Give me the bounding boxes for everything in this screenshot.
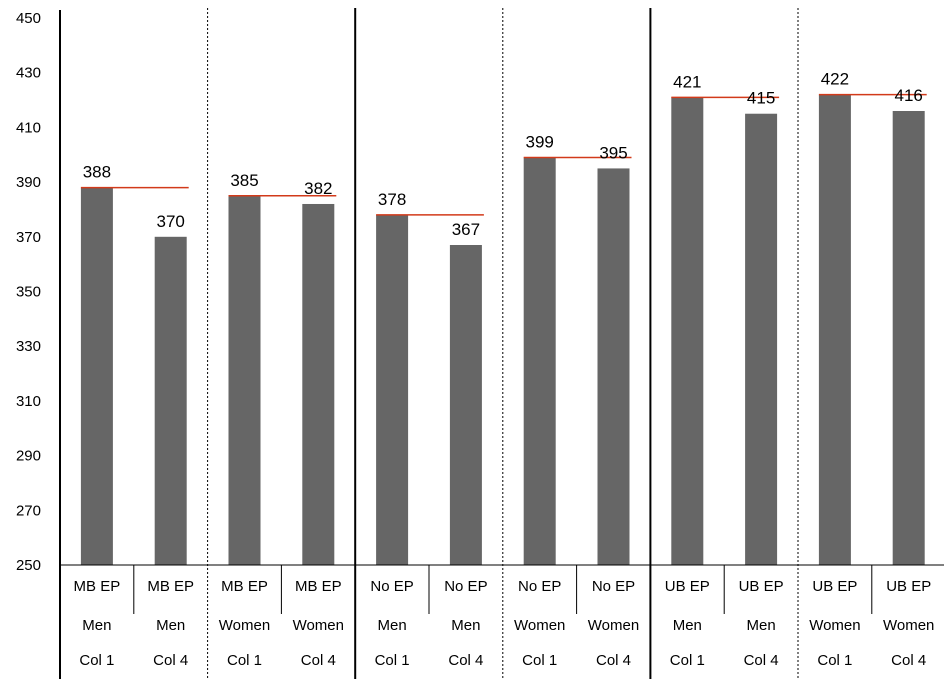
x-category-label-row1: MB EP [295,578,342,595]
x-category-label-row3: Col 4 [891,652,926,669]
data-label-4: 382 [304,179,332,198]
data-label-11: 422 [821,70,849,89]
x-category-label-row1: UB EP [739,578,784,595]
data-label-9: 421 [673,72,701,91]
data-label-7: 399 [526,132,554,151]
x-category-label-row1: No EP [592,578,635,595]
x-category-label-row2: Women [293,617,344,634]
data-label-8: 395 [599,143,627,162]
y-tick-label-350: 350 [16,284,41,301]
bar-no-ep-women-col-4 [597,168,630,566]
bar-mb-ep-women-col-1 [228,195,261,565]
x-category-label-row3: Col 4 [153,652,188,669]
x-category-label-row3: Col 1 [79,652,114,669]
bar-mb-ep-women-col-4 [302,203,335,566]
bar-ub-ep-women-col-4 [892,110,925,566]
bar-no-ep-men-col-4 [449,245,482,565]
bar-no-ep-men-col-1 [376,214,409,566]
data-label-5: 378 [378,190,406,209]
x-category-label-row1: No EP [370,578,413,595]
x-category-label-row3: Col 1 [817,652,852,669]
x-category-label-row2: Women [588,617,639,634]
y-tick-label-370: 370 [16,229,41,246]
bar-ub-ep-women-col-1 [818,94,851,565]
x-category-label-row1: UB EP [812,578,857,595]
x-category-label-row1: UB EP [665,578,710,595]
y-tick-label-450: 450 [16,10,41,27]
y-tick-label-270: 270 [16,502,41,519]
x-category-label-row1: MB EP [147,578,194,595]
y-tick-label-410: 410 [16,119,41,136]
x-category-label-row2: Men [82,617,111,634]
x-category-label-row2: Women [514,617,565,634]
x-category-label-row2: Men [451,617,480,634]
x-category-label-row2: Men [378,617,407,634]
x-category-label-row2: Men [156,617,185,634]
data-label-3: 385 [230,171,258,190]
x-category-label-row3: Col 1 [375,652,410,669]
data-label-2: 370 [157,212,185,231]
x-category-label-row3: Col 4 [744,652,779,669]
x-category-label-row3: Col 4 [596,652,631,669]
y-tick-label-330: 330 [16,338,41,355]
x-category-label-row2: Women [883,617,934,634]
x-category-label-row2: Women [809,617,860,634]
x-category-label-row1: MB EP [74,578,121,595]
data-label-1: 388 [83,163,111,182]
data-label-12: 416 [895,86,923,105]
bar-no-ep-women-col-1 [523,157,556,566]
y-tick-label-250: 250 [16,557,41,574]
data-label-10: 415 [747,89,775,108]
x-category-label-row3: Col 1 [227,652,262,669]
x-category-label-row1: No EP [518,578,561,595]
bar-mb-ep-men-col-1 [80,187,113,565]
y-tick-label-390: 390 [16,174,41,191]
y-tick-label-430: 430 [16,65,41,82]
bar-ub-ep-men-col-4 [745,113,778,565]
x-category-label-row3: Col 4 [448,652,483,669]
x-category-label-row3: Col 1 [670,652,705,669]
x-category-label-row1: No EP [444,578,487,595]
bar-mb-ep-men-col-4 [154,236,187,566]
x-category-label-row2: Men [673,617,702,634]
x-category-label-row3: Col 4 [301,652,336,669]
x-category-label-row3: Col 1 [522,652,557,669]
x-category-label-row2: Men [747,617,776,634]
x-category-label-row2: Women [219,617,270,634]
y-tick-label-310: 310 [16,393,41,410]
x-category-label-row1: UB EP [886,578,931,595]
bar-ub-ep-men-col-1 [671,97,704,565]
data-label-6: 367 [452,220,480,239]
y-tick-label-290: 290 [16,448,41,465]
x-category-label-row1: MB EP [221,578,268,595]
